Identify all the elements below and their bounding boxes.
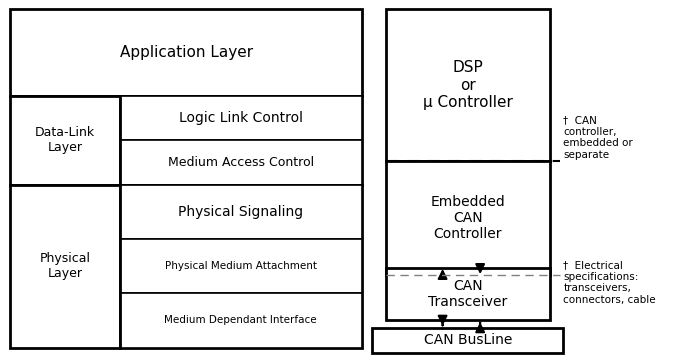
Text: †  CAN
controller,
embedded or
separate: † CAN controller, embedded or separate [563, 115, 633, 160]
Bar [10, 185, 362, 348]
Bar [120, 185, 362, 239]
Bar [372, 328, 563, 353]
Text: †  Electrical
specifications:
transceivers,
connectors, cable: † Electrical specifications: transceiver… [563, 260, 656, 305]
Bar [386, 9, 550, 161]
Text: Physical
Layer: Physical Layer [40, 252, 90, 280]
Text: Medium Access Control: Medium Access Control [168, 156, 313, 169]
Bar [120, 140, 362, 185]
Text: Data-Link
Layer: Data-Link Layer [35, 126, 95, 154]
Text: Physical Signaling: Physical Signaling [178, 205, 303, 219]
Text: Medium Dependant Interface: Medium Dependant Interface [165, 315, 317, 325]
Bar [386, 161, 550, 275]
Bar [120, 96, 362, 140]
Text: Embedded
CAN
Controller: Embedded CAN Controller [430, 195, 505, 241]
Bar [10, 96, 362, 185]
Text: CAN
Transceiver: CAN Transceiver [428, 279, 507, 309]
Bar [386, 268, 550, 320]
Text: Application Layer: Application Layer [120, 45, 253, 60]
Text: DSP
or
μ Controller: DSP or μ Controller [423, 60, 513, 110]
Text: Physical Medium Attachment: Physical Medium Attachment [165, 261, 317, 271]
Bar [120, 293, 362, 348]
Bar [120, 239, 362, 293]
Text: Logic Link Control: Logic Link Control [179, 111, 303, 125]
Bar [10, 9, 362, 96]
Text: CAN BusLine: CAN BusLine [423, 333, 512, 347]
